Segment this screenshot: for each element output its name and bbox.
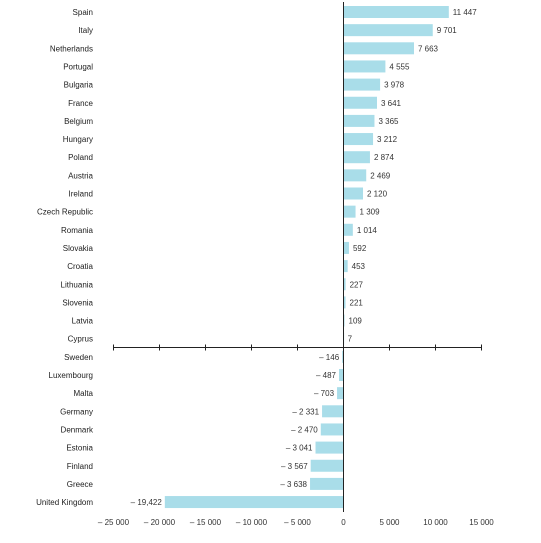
value-label: 3 641	[381, 99, 402, 108]
bar-estonia	[315, 441, 344, 454]
category-label: Ireland	[69, 190, 93, 199]
category-label: Belgium	[64, 117, 93, 126]
category-label: Bulgaria	[64, 81, 94, 90]
bar-latvia	[343, 314, 345, 327]
value-label: – 19,422	[131, 498, 163, 507]
value-label: 2 469	[370, 171, 391, 180]
value-label: – 703	[314, 389, 335, 398]
category-label: Poland	[68, 153, 93, 162]
bar-romania	[343, 223, 353, 236]
tick-label: – 25 000	[98, 518, 130, 527]
bar-belgium	[343, 114, 375, 127]
category-label: Luxembourg	[49, 371, 93, 380]
bar-bulgaria	[343, 78, 381, 91]
value-label: 221	[350, 298, 364, 307]
category-label: Lithuania	[61, 280, 94, 289]
value-label: 3 978	[384, 81, 405, 90]
value-label: – 3 638	[280, 480, 307, 489]
bar-lithuania	[343, 278, 346, 291]
category-label: Sweden	[64, 353, 93, 362]
bar-portugal	[343, 60, 386, 73]
value-label: 4 555	[389, 62, 410, 71]
bar-malta	[337, 387, 344, 400]
bar-sweden	[342, 350, 344, 363]
tick-label: – 5 000	[284, 518, 311, 527]
category-label: Finland	[67, 462, 93, 471]
bar-united-kingdom	[164, 496, 344, 509]
bar-ireland	[343, 187, 364, 200]
category-label: Slovenia	[62, 298, 93, 307]
category-label: Cyprus	[68, 335, 93, 344]
category-label: Estonia	[66, 444, 93, 453]
category-label: Austria	[68, 171, 93, 180]
tick-label: – 15 000	[190, 518, 222, 527]
bar-germany	[322, 405, 344, 418]
bar-denmark	[320, 423, 344, 436]
value-label: 227	[350, 280, 364, 289]
category-label: Spain	[73, 8, 93, 17]
value-label: 109	[349, 317, 363, 326]
value-label: 453	[352, 262, 366, 271]
bar-italy	[343, 24, 433, 37]
tick-label: 5 000	[379, 518, 400, 527]
bar-slovenia	[343, 296, 346, 309]
category-label: Germany	[60, 407, 93, 416]
tick-label: 10 000	[423, 518, 448, 527]
value-label: 1 014	[357, 226, 378, 235]
bar-slovakia	[343, 241, 349, 254]
value-label: 3 212	[377, 135, 398, 144]
value-label: 3 365	[378, 117, 399, 126]
category-label: Hungary	[63, 135, 93, 144]
category-label: Slovakia	[63, 244, 94, 253]
tick-label: 15 000	[469, 518, 494, 527]
value-label: – 487	[316, 371, 337, 380]
category-label: Italy	[78, 26, 93, 35]
value-label: 1 309	[360, 208, 381, 217]
category-label: Denmark	[61, 425, 94, 434]
tick-label: – 20 000	[144, 518, 176, 527]
value-label: – 2 331	[292, 407, 319, 416]
bar-greece	[310, 477, 344, 490]
bar-netherlands	[343, 42, 414, 55]
category-label: Czech Republic	[37, 208, 93, 217]
category-label: Latvia	[72, 317, 94, 326]
category-label: France	[68, 99, 93, 108]
bar-austria	[343, 169, 367, 182]
value-label: 592	[353, 244, 367, 253]
category-label: Romania	[61, 226, 94, 235]
category-label: Croatia	[67, 262, 93, 271]
category-label: Greece	[67, 480, 94, 489]
value-label: – 146	[319, 353, 340, 362]
bar-czech-republic	[343, 205, 356, 218]
value-label: 2 874	[374, 153, 395, 162]
category-label: Malta	[73, 389, 93, 398]
category-label: Netherlands	[50, 44, 93, 53]
bar-finland	[310, 459, 344, 472]
bar-spain	[343, 6, 449, 18]
value-label: – 3 567	[281, 462, 308, 471]
bar-france	[343, 96, 377, 109]
value-label: – 2 470	[291, 425, 318, 434]
value-label: 2 120	[367, 190, 388, 199]
tick-label: 0	[341, 518, 346, 527]
bar-poland	[343, 151, 370, 164]
category-label: Portugal	[63, 62, 93, 71]
bar-hungary	[343, 133, 374, 146]
tick-label: – 10 000	[236, 518, 268, 527]
category-label: United Kingdom	[36, 498, 93, 507]
value-label: – 3 041	[286, 444, 313, 453]
bar-luxembourg	[339, 369, 344, 381]
value-label: 7 663	[418, 44, 439, 53]
value-label: 7	[348, 335, 353, 344]
value-label: 9 701	[437, 26, 458, 35]
bar-croatia	[343, 260, 348, 273]
value-label: 11 447	[453, 8, 477, 17]
